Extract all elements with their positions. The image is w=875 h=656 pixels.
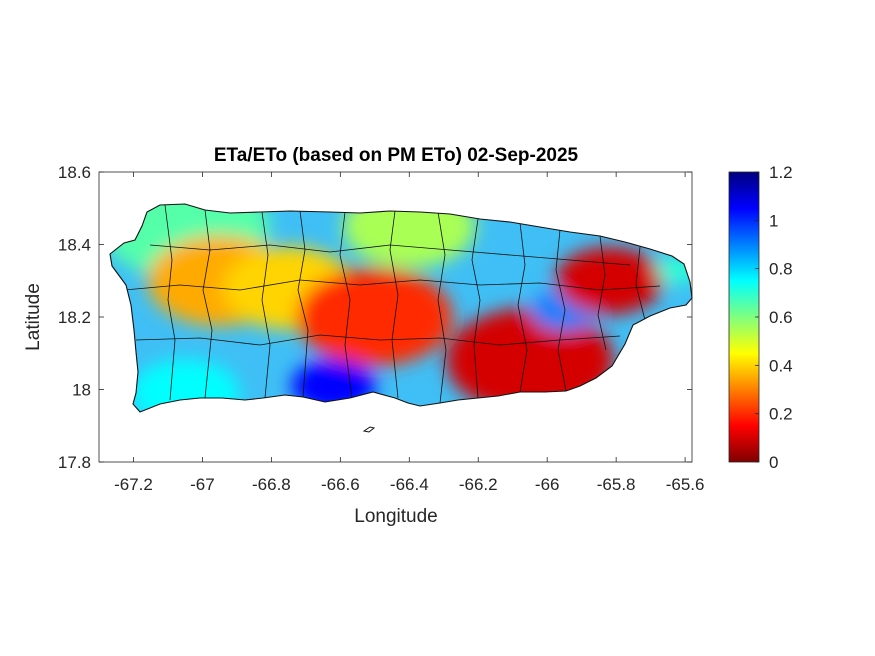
y-axis-label: Latitude xyxy=(23,283,44,351)
x-tick-label: -65.6 xyxy=(666,475,705,494)
x-tick-label: -67 xyxy=(190,475,215,494)
region-northeast xyxy=(555,247,664,315)
municipality-boundary xyxy=(437,211,447,404)
colorbar-tick-label: 1.2 xyxy=(769,163,793,182)
x-tick-label: -66.4 xyxy=(390,475,429,494)
x-tick-label: -66 xyxy=(535,475,560,494)
municipality-boundary xyxy=(123,279,661,291)
x-axis-label: Longitude xyxy=(354,506,437,527)
colorbar-ticks: 0 0.2 0.4 0.6 0.8 1 1.2 xyxy=(755,163,793,472)
municipality-boundary xyxy=(389,210,399,399)
municipality-boundary xyxy=(135,334,621,346)
y-tick-label: 18.6 xyxy=(58,163,91,182)
municipality-boundaries xyxy=(123,204,661,404)
island-outline xyxy=(109,203,693,413)
municipality-boundary xyxy=(471,218,481,399)
municipality-boundary xyxy=(202,209,213,399)
x-axis-ticks: -67.2 -67 -66.8 -66.6 -66.4 -66.2 -66 -65.8 -65.… xyxy=(114,172,704,494)
municipality-boundary xyxy=(149,244,631,266)
colorbar-tick-label: 0.2 xyxy=(769,405,793,424)
colorbar xyxy=(728,171,760,463)
colorbar-tick-label: 1 xyxy=(769,211,778,230)
x-tick-label: -66.2 xyxy=(459,475,498,494)
y-tick-label: 18.4 xyxy=(58,236,91,255)
caja-de-muertos-island xyxy=(362,426,376,433)
y-tick-label: 18 xyxy=(72,381,91,400)
y-axis-ticks: 17.8 18 18.2 18.4 18.6 xyxy=(58,163,692,472)
chart-title: ETa/ETo (based on PM ETo) 02-Sep-2025 xyxy=(214,145,579,166)
municipality-boundary xyxy=(339,211,353,399)
colorbar-tick-label: 0.6 xyxy=(769,308,793,327)
x-tick-label: -65.8 xyxy=(597,475,636,494)
municipality-boundary xyxy=(297,210,309,398)
region-southeast-interior xyxy=(445,308,614,412)
x-tick-label: -66.6 xyxy=(321,475,360,494)
y-tick-label: 17.8 xyxy=(58,453,91,472)
municipality-boundary xyxy=(164,204,176,401)
colorbar-tick-label: 0 xyxy=(769,453,778,472)
region-central-ridge xyxy=(296,268,453,366)
x-tick-label: -66.8 xyxy=(252,475,291,494)
municipality-boundary xyxy=(517,222,528,393)
municipality-boundary xyxy=(597,235,607,351)
colorbar-tick-label: 0.8 xyxy=(769,260,793,279)
y-tick-label: 18.2 xyxy=(58,308,91,327)
municipality-boundary xyxy=(635,246,646,321)
x-tick-label: -67.2 xyxy=(114,475,153,494)
municipality-boundary xyxy=(555,229,567,392)
municipality-boundary xyxy=(261,211,271,399)
colorbar-tick-label: 0.4 xyxy=(769,356,793,375)
